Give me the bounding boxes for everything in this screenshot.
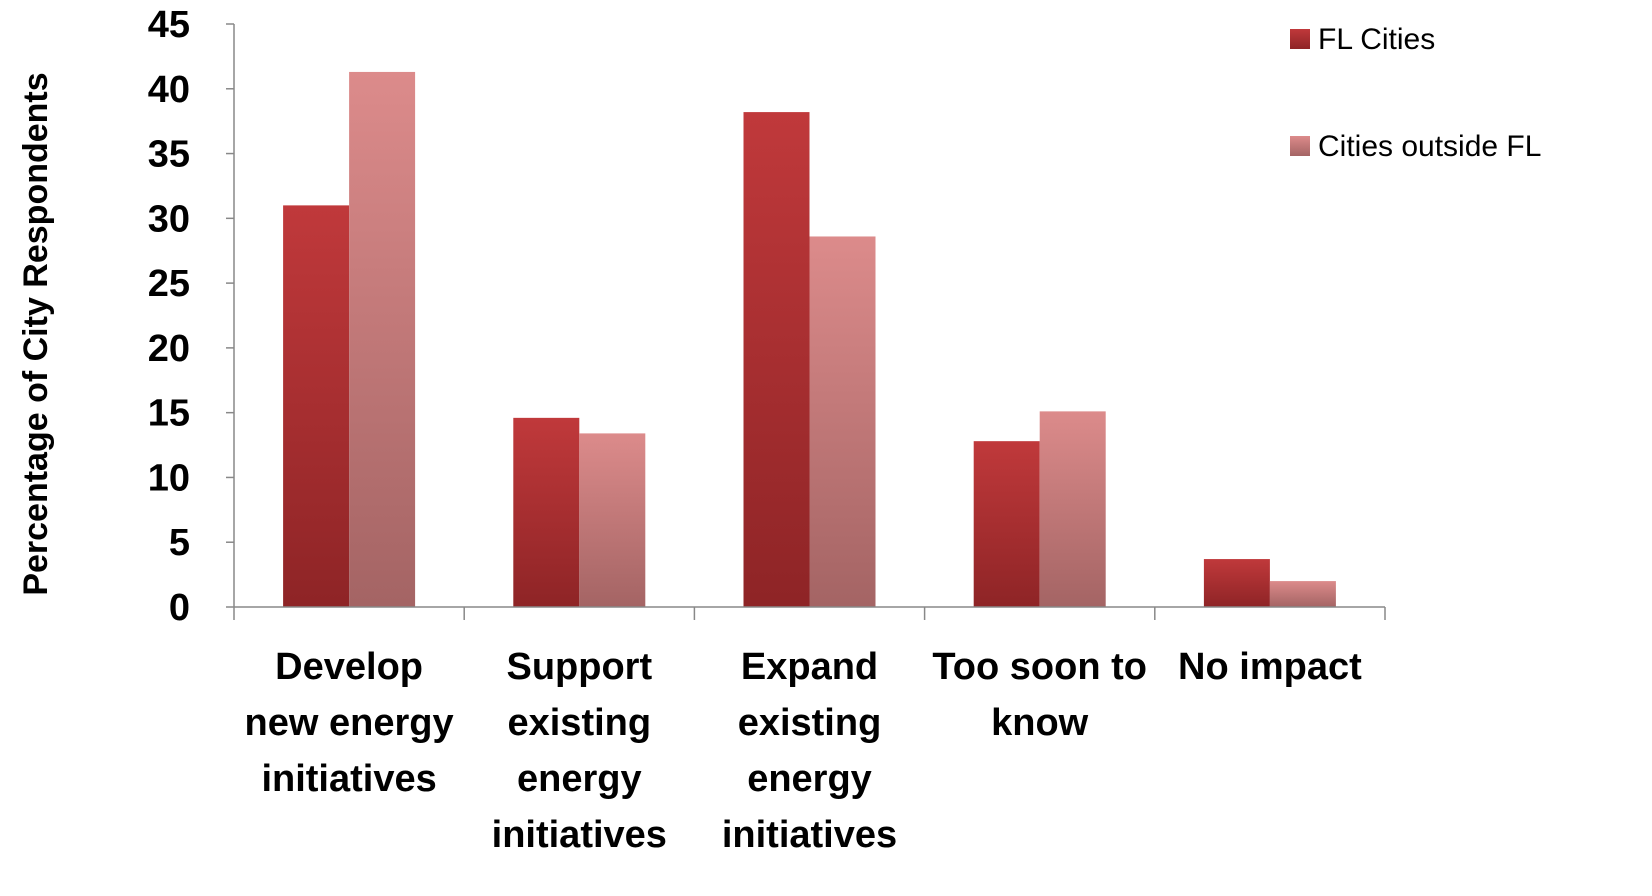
bars-layer bbox=[283, 71, 1336, 608]
x-category-label: Develop new energy initiatives bbox=[245, 646, 454, 800]
x-category-label: No impact bbox=[1178, 646, 1362, 688]
legend-label: Cities outside FL bbox=[1318, 130, 1541, 163]
y-tick-label: 40 bbox=[148, 69, 190, 111]
bar-cities-outside-fl bbox=[579, 433, 646, 607]
legend: FL Cities Cities outside FL bbox=[1290, 23, 1541, 163]
y-tick-label: 10 bbox=[148, 457, 190, 499]
y-tick-label: 25 bbox=[148, 263, 190, 305]
y-tick-label: 5 bbox=[169, 522, 190, 564]
legend-swatch bbox=[1290, 136, 1310, 156]
axes-layer bbox=[233, 24, 1385, 608]
y-tick-label: 30 bbox=[148, 198, 190, 240]
x-category-label: Support existing energy initiatives bbox=[492, 646, 667, 856]
legend-swatch bbox=[1290, 29, 1310, 49]
y-ticks: 0 5 10 15 20 25 30 35 40 45 bbox=[148, 4, 234, 629]
x-category-label: Expand existing energy initiatives bbox=[722, 646, 897, 856]
bar-fl-cities bbox=[743, 112, 810, 607]
y-tick-label: 0 bbox=[169, 587, 190, 629]
y-axis-title: Percentage of City Respondents bbox=[17, 72, 55, 595]
bar-cities-outside-fl bbox=[809, 236, 876, 607]
y-tick-label: 45 bbox=[148, 4, 190, 46]
bar-fl-cities bbox=[283, 205, 350, 607]
bar-cities-outside-fl bbox=[1269, 581, 1336, 607]
y-tick-label: 15 bbox=[148, 393, 190, 435]
y-tick-label: 20 bbox=[148, 328, 190, 370]
x-category-label: Too soon to know bbox=[932, 646, 1147, 744]
bar-cities-outside-fl bbox=[1039, 411, 1106, 607]
bar-fl-cities bbox=[513, 417, 580, 607]
bar-fl-cities bbox=[1203, 559, 1270, 607]
y-tick-label: 35 bbox=[148, 134, 190, 176]
bar-cities-outside-fl bbox=[349, 71, 416, 608]
legend-label: FL Cities bbox=[1318, 23, 1435, 56]
bar-fl-cities bbox=[973, 441, 1040, 607]
